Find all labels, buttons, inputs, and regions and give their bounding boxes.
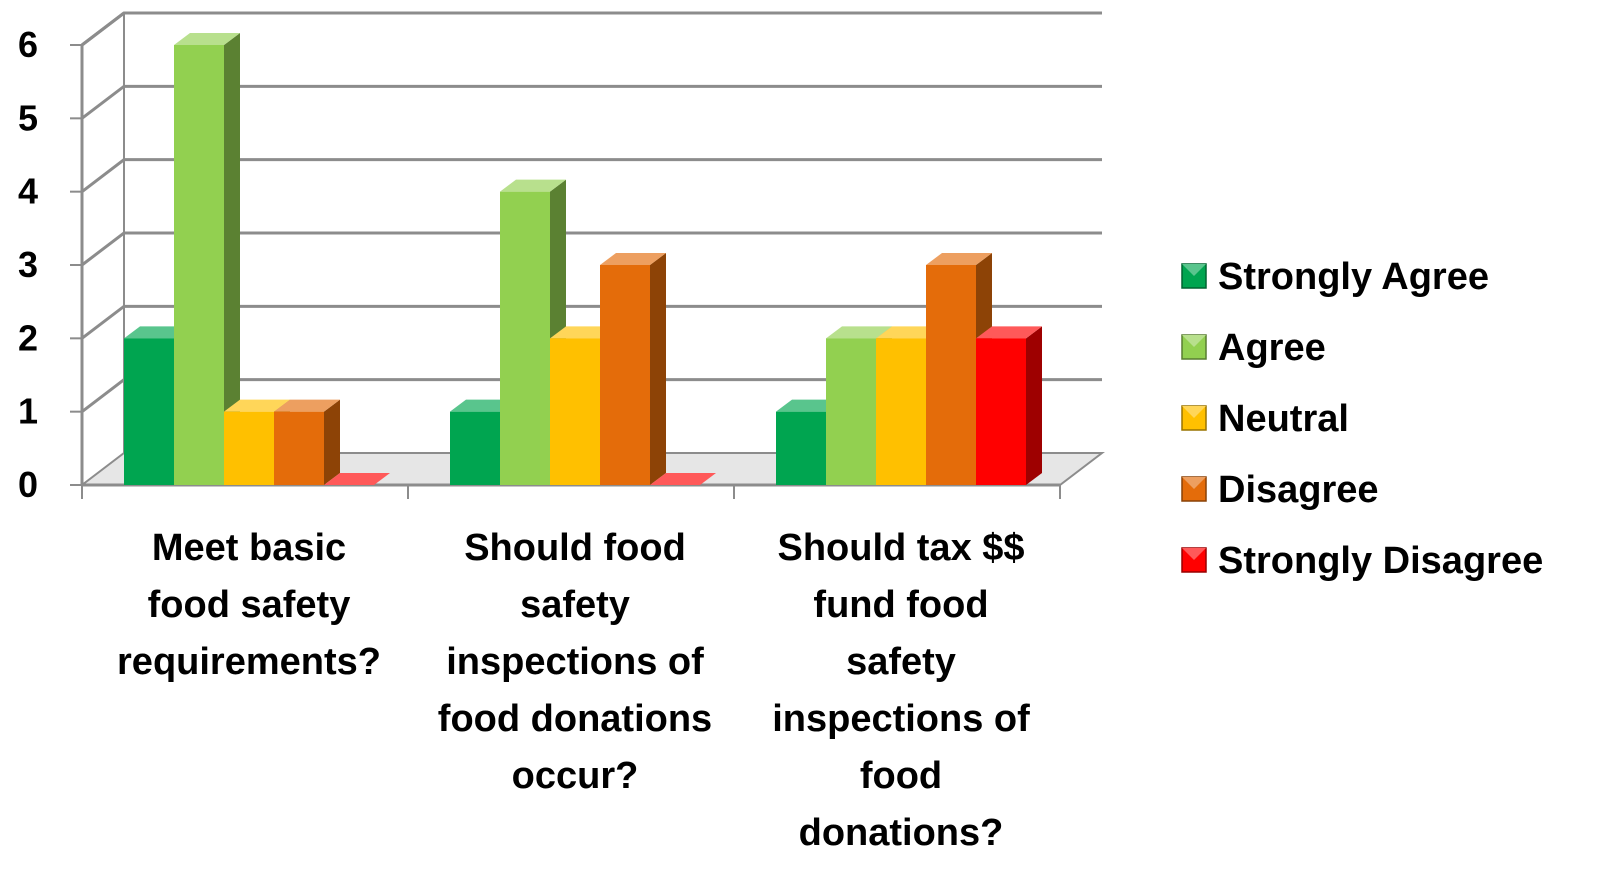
bar-front [976, 338, 1026, 485]
y-tick-label: 4 [18, 171, 38, 212]
bar [826, 326, 892, 485]
bar-top [500, 179, 566, 192]
legend: Strongly Agree Agree Neutral Disagree Strong… [1181, 256, 1543, 582]
category-labels: Meet basic food safety requirements? Should… [117, 527, 1030, 854]
bar [324, 473, 390, 485]
legend-item: Agree [1181, 327, 1326, 369]
bar-front [826, 338, 876, 485]
legend-label: Agree [1218, 327, 1326, 369]
y-tick-label: 5 [18, 97, 38, 138]
legend-label: Strongly Disagree [1218, 540, 1543, 582]
bar-side [1026, 326, 1042, 485]
legend-swatch-highlight [1182, 406, 1206, 418]
category-label-line: fund food [813, 584, 988, 626]
bar-top [776, 399, 842, 412]
bar-top [926, 253, 992, 265]
bar-top [600, 253, 666, 265]
bar-front [600, 265, 650, 485]
category-label-line: safety [520, 584, 630, 626]
legend-item: Neutral [1181, 398, 1349, 440]
bar-top [550, 326, 616, 339]
y-tick-labels: 0 1 2 3 4 5 6 [18, 24, 38, 505]
bar-top [274, 399, 340, 412]
bar-front [876, 338, 926, 485]
y-tick-label: 0 [18, 464, 38, 505]
bar [274, 399, 340, 485]
bar-top [826, 326, 892, 339]
category-label-line: Meet basic [152, 527, 346, 569]
legend-swatch-highlight [1182, 548, 1206, 560]
legend-swatch-highlight [1182, 477, 1206, 489]
bar-front [450, 411, 500, 485]
category-label: Should tax $$ fund food safety inspections … [772, 527, 1030, 854]
bar-front [500, 191, 550, 485]
legend-item: Strongly Agree [1181, 256, 1489, 298]
category-label: Should food safety inspections of food dona… [438, 527, 712, 797]
category-label: Meet basic food safety requirements? [117, 527, 381, 683]
bar-top [450, 399, 516, 412]
legend-item: Disagree [1181, 469, 1379, 511]
bar-front [174, 45, 224, 485]
back-wall-edge [81, 11, 125, 47]
bar-top [124, 326, 190, 339]
bar-front [224, 411, 274, 485]
bar-front [124, 338, 174, 485]
legend-label: Neutral [1218, 398, 1349, 440]
legend-swatch-highlight [1182, 335, 1206, 347]
bar-top [324, 473, 390, 485]
y-tick-label: 6 [18, 24, 38, 65]
category-label-line: donations? [799, 812, 1004, 854]
bar-front [550, 338, 600, 485]
bar-top [650, 473, 716, 485]
bar [650, 473, 716, 485]
bar-side [650, 253, 666, 485]
legend-swatch-highlight [1182, 264, 1206, 276]
y-tick-label: 3 [18, 244, 38, 285]
category-label-line: Should tax $$ [777, 527, 1024, 569]
category-label-line: inspections of [446, 641, 704, 683]
bar-top [976, 326, 1042, 339]
bar [174, 33, 240, 485]
bar-front [926, 265, 976, 485]
bar-top [174, 33, 240, 45]
legend-label: Disagree [1218, 469, 1379, 511]
category-label-line: food safety [148, 584, 351, 626]
bars [124, 33, 1042, 485]
bar [976, 326, 1042, 485]
category-label-line: requirements? [117, 641, 381, 683]
category-label-line: food [860, 755, 942, 797]
category-label-line: Should food [464, 527, 686, 569]
legend-item: Strongly Disagree [1181, 540, 1543, 582]
bar [600, 253, 666, 485]
bar-top [224, 399, 290, 412]
legend-label: Strongly Agree [1218, 256, 1489, 298]
category-label-line: occur? [512, 755, 639, 797]
bar-top [876, 326, 942, 339]
category-label-line: inspections of [772, 698, 1030, 740]
bar-front [274, 411, 324, 485]
category-label-line: safety [846, 641, 956, 683]
bar-side [224, 33, 240, 485]
category-label-line: food donations [438, 698, 712, 740]
y-tick-label: 1 [18, 391, 38, 432]
bar-side [324, 399, 340, 485]
y-tick-label: 2 [18, 317, 38, 358]
bar-front [776, 411, 826, 485]
